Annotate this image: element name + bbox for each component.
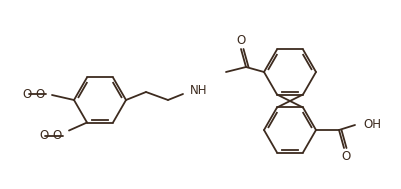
Text: O: O [236, 35, 246, 47]
Text: NH: NH [190, 84, 207, 97]
Text: OH: OH [363, 119, 381, 132]
Text: O: O [39, 129, 49, 142]
Text: O: O [35, 88, 45, 101]
Text: O: O [22, 88, 32, 101]
Text: O: O [53, 129, 62, 142]
Text: O: O [341, 149, 350, 163]
